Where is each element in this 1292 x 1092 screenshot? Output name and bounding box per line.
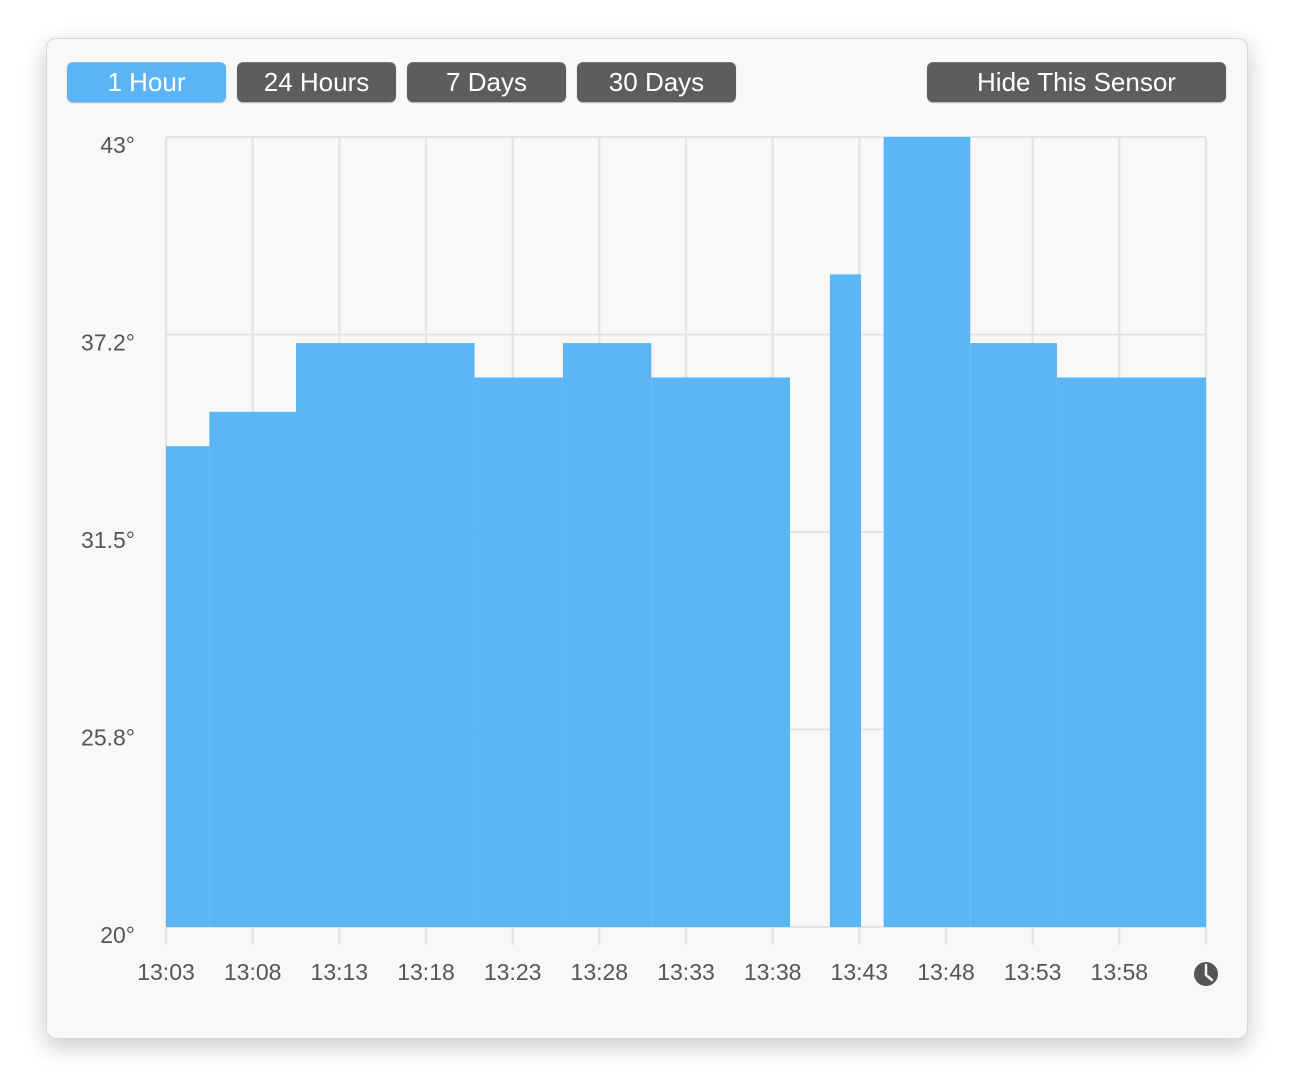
area-step — [209, 411, 296, 928]
x-tick-label: 13:48 — [917, 959, 975, 985]
area-step — [651, 377, 790, 927]
hide-button[interactable]: Hide This Sensor — [927, 62, 1226, 102]
area-step — [474, 377, 563, 927]
x-tick-label: 13:18 — [397, 959, 455, 985]
x-tick-label: 13:58 — [1091, 959, 1149, 985]
area-step — [883, 137, 971, 927]
y-tick-label: 37.2° — [81, 330, 135, 356]
x-tick-label: 13:53 — [1004, 959, 1062, 985]
clock-hands — [1204, 963, 1214, 982]
x-tick-label: 13:43 — [831, 959, 889, 985]
area-step — [166, 446, 210, 927]
range-button[interactable]: 30 Days — [577, 62, 736, 102]
area-step — [296, 343, 475, 928]
range-button[interactable]: 24 Hours — [237, 62, 396, 102]
area-step — [970, 343, 1057, 928]
range-button[interactable]: 1 Hour — [67, 62, 226, 102]
area-step — [829, 274, 862, 927]
y-tick-label: 20° — [100, 922, 135, 948]
y-tick-label: 43° — [100, 132, 135, 158]
range-button[interactable]: 7 Days — [407, 62, 566, 102]
x-tick-label: 13:33 — [657, 959, 715, 985]
x-tick-label: 13:03 — [137, 959, 195, 985]
x-tick-label: 13:13 — [311, 959, 369, 985]
x-tick-label: 13:28 — [571, 959, 629, 985]
x-tick-label: 13:23 — [484, 959, 542, 985]
area-step — [1056, 377, 1206, 927]
x-tick-label: 13:38 — [744, 959, 802, 985]
x-tick-label: 13:08 — [224, 959, 282, 985]
y-tick-label: 31.5° — [81, 527, 135, 553]
area-step — [562, 343, 652, 928]
y-tick-label: 25.8° — [81, 725, 135, 751]
